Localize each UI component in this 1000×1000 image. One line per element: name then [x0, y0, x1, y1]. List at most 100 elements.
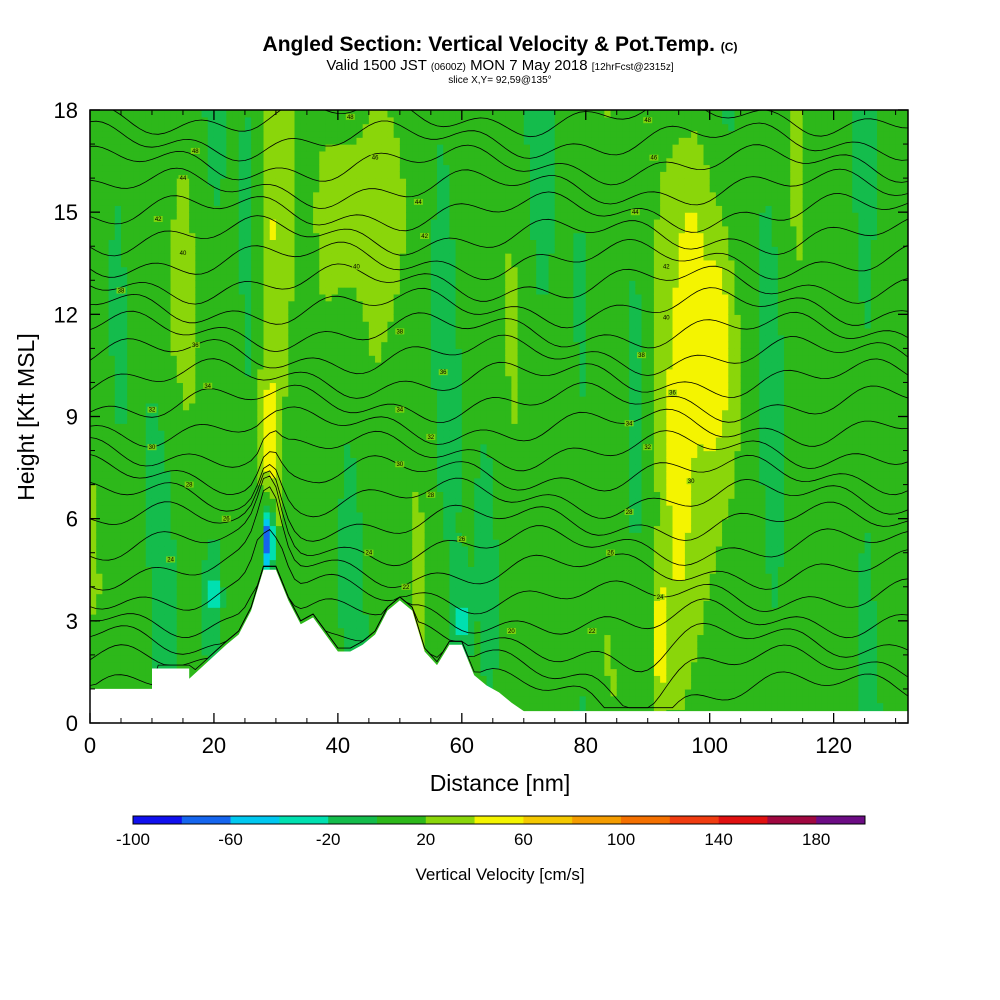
velocity-cell — [108, 484, 116, 493]
velocity-cell — [90, 362, 97, 370]
velocity-cell — [300, 559, 308, 567]
velocity-cell — [269, 273, 277, 281]
velocity-cell — [207, 470, 215, 479]
velocity-cell — [189, 443, 196, 452]
velocity-cell — [120, 321, 128, 329]
velocity-cell — [375, 505, 382, 513]
velocity-cell — [114, 573, 122, 581]
velocity-cell — [238, 184, 246, 193]
velocity-cell — [90, 491, 97, 499]
velocity-cell — [170, 430, 178, 438]
velocity-cell — [90, 402, 97, 411]
velocity-cell — [213, 402, 221, 411]
velocity-cell — [182, 545, 190, 554]
velocity-cell — [424, 409, 432, 418]
velocity-cell — [381, 300, 389, 309]
velocity-cell — [151, 498, 159, 506]
velocity-cell — [375, 280, 382, 288]
velocity-cell — [331, 436, 339, 445]
velocity-cell — [189, 545, 196, 554]
velocity-cell — [313, 532, 320, 540]
velocity-cell — [381, 573, 389, 581]
velocity-cell — [282, 314, 289, 322]
velocity-cell — [325, 586, 333, 595]
velocity-cell — [257, 511, 265, 520]
velocity-cell — [96, 355, 103, 363]
velocity-cell — [424, 266, 432, 275]
velocity-cell — [356, 150, 364, 159]
velocity-cell — [164, 518, 172, 527]
velocity-cell — [257, 559, 265, 567]
velocity-cell — [207, 491, 215, 499]
velocity-cell — [331, 171, 339, 179]
velocity-cell — [232, 341, 240, 349]
velocity-cell — [207, 607, 215, 615]
velocity-cell — [306, 164, 314, 172]
velocity-cell — [306, 579, 314, 588]
velocity-cell — [96, 634, 103, 642]
velocity-cell — [251, 293, 258, 302]
velocity-cell — [294, 416, 302, 424]
velocity-cell — [356, 300, 364, 309]
velocity-cell — [288, 232, 296, 241]
velocity-cell — [220, 368, 227, 377]
velocity-cell — [195, 368, 203, 377]
velocity-cell — [375, 157, 382, 166]
velocity-cell — [114, 627, 122, 636]
velocity-cell — [399, 280, 407, 288]
velocity-cell — [337, 130, 345, 138]
velocity-cell — [90, 130, 97, 138]
velocity-cell — [201, 232, 209, 241]
velocity-cell — [145, 341, 153, 349]
velocity-cell — [344, 116, 351, 125]
velocity-cell — [139, 293, 147, 302]
velocity-cell — [325, 116, 333, 125]
velocity-cell — [269, 334, 277, 343]
velocity-cell — [356, 491, 364, 499]
velocity-cell — [263, 246, 271, 254]
velocity-cell — [189, 246, 196, 254]
velocity-cell — [350, 627, 358, 636]
velocity-cell — [226, 171, 234, 179]
velocity-cell — [90, 470, 97, 479]
velocity-cell — [263, 212, 271, 220]
velocity-cell — [170, 627, 178, 636]
velocity-cell — [300, 287, 308, 295]
velocity-cell — [424, 307, 432, 315]
velocity-cell — [139, 116, 147, 125]
velocity-cell — [226, 375, 234, 384]
velocity-cell — [139, 314, 147, 322]
velocity-cell — [381, 402, 389, 411]
velocity-cell — [325, 416, 333, 424]
velocity-cell — [325, 423, 333, 431]
velocity-cell — [90, 539, 97, 547]
velocity-cell — [368, 430, 376, 438]
velocity-cell — [151, 355, 159, 363]
velocity-cell — [96, 552, 103, 561]
velocity-cell — [257, 402, 265, 411]
velocity-cell — [406, 382, 413, 390]
velocity-cell — [275, 178, 283, 186]
velocity-cell — [158, 484, 165, 493]
velocity-cell — [300, 552, 308, 561]
velocity-cell — [145, 402, 153, 411]
velocity-cell — [226, 545, 234, 554]
velocity-cell — [251, 273, 258, 281]
velocity-cell — [319, 334, 327, 343]
velocity-cell — [282, 178, 289, 186]
velocity-cell — [294, 300, 302, 309]
velocity-cell — [412, 552, 420, 561]
velocity-cell — [331, 314, 339, 322]
velocity-cell — [182, 198, 190, 206]
velocity-cell — [288, 273, 296, 281]
velocity-cell — [176, 430, 184, 438]
velocity-cell — [399, 539, 407, 547]
velocity-cell — [182, 607, 190, 615]
velocity-cell — [362, 341, 370, 349]
velocity-cell — [406, 362, 413, 370]
velocity-cell — [344, 620, 351, 629]
velocity-cell — [164, 607, 172, 615]
velocity-cell — [269, 436, 277, 445]
velocity-cell — [251, 130, 258, 138]
velocity-cell — [244, 164, 252, 172]
